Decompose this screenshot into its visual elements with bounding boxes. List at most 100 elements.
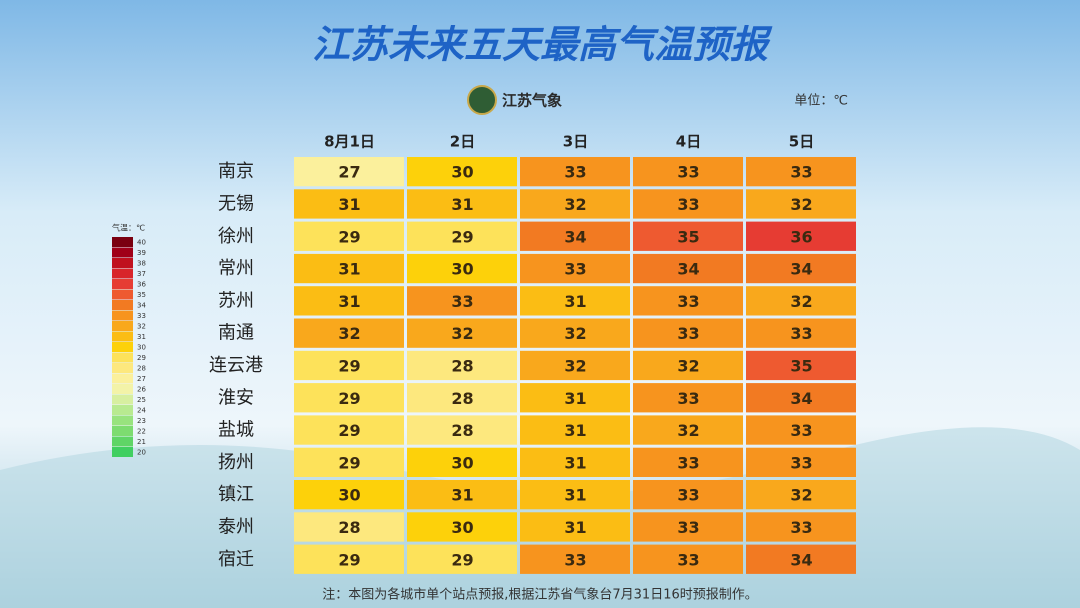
legend-swatch [112, 342, 133, 352]
legend-label: 40 [137, 238, 146, 246]
heat-cell [294, 318, 404, 348]
legend-swatch [112, 247, 133, 258]
cell-value: 33 [677, 389, 699, 408]
heat-cell [294, 544, 404, 574]
legend-label: 39 [137, 249, 146, 257]
cell-value: 36 [790, 227, 812, 246]
cell-value: 32 [677, 421, 699, 440]
cell-value: 31 [338, 195, 360, 214]
cell-value: 29 [338, 227, 360, 246]
heat-cell [633, 286, 743, 316]
legend-label: 25 [137, 396, 146, 404]
legend-label: 35 [137, 291, 146, 299]
heat-cell [520, 480, 630, 510]
cell-value: 33 [451, 292, 473, 311]
cell-value: 33 [790, 324, 812, 343]
cell-value: 34 [677, 260, 699, 279]
heat-cell [294, 350, 404, 381]
legend-swatch [112, 436, 133, 447]
cell-value: 28 [451, 421, 473, 440]
legend-label: 21 [137, 438, 146, 446]
legend-label: 31 [137, 333, 146, 341]
cell-value: 33 [564, 260, 586, 279]
footnote: 注：本图为各城市单个站点预报,根据江苏省气象台7月31日16时预报制作。 [322, 587, 758, 603]
heat-cell [746, 221, 856, 251]
heat-cell [294, 157, 404, 187]
heat-cell [294, 383, 404, 413]
legend-label: 23 [137, 417, 146, 425]
heat-cell [746, 189, 856, 219]
heat-cell [407, 286, 517, 316]
legend-swatch [112, 258, 133, 268]
cell-value: 34 [564, 227, 586, 246]
legend-label: 38 [137, 259, 146, 267]
legend-swatch [112, 447, 133, 457]
cell-value: 33 [677, 453, 699, 472]
cell-value: 33 [790, 421, 812, 440]
row-label: 镇江 [218, 484, 254, 505]
heat-cell [407, 415, 517, 445]
cell-value: 31 [564, 518, 586, 537]
cell-value: 32 [564, 324, 586, 343]
heat-cell [633, 157, 743, 187]
heat-cell [633, 512, 743, 542]
heat-cell [633, 480, 743, 510]
cell-value: 31 [564, 453, 586, 472]
cell-value: 32 [451, 324, 473, 343]
heat-cell [520, 415, 630, 445]
heat-cell [520, 286, 630, 316]
legend-swatch [112, 268, 133, 279]
heat-cell [746, 157, 856, 187]
cell-value: 32 [338, 324, 360, 343]
heat-cell [520, 253, 630, 284]
heat-cell [294, 512, 404, 542]
heat-cell [407, 157, 517, 187]
cell-value: 29 [451, 550, 473, 569]
row-label: 苏州 [218, 290, 254, 311]
legend-label: 36 [137, 280, 146, 288]
row-label: 连云港 [209, 355, 263, 376]
row-label: 泰州 [218, 516, 254, 537]
cell-value: 29 [338, 453, 360, 472]
legend-swatch [112, 405, 133, 415]
cell-value: 30 [338, 486, 360, 505]
heat-cell [633, 318, 743, 348]
cell-value: 29 [338, 550, 360, 569]
heat-cell [407, 447, 517, 477]
cell-value: 33 [790, 453, 812, 472]
column-label: 5日 [789, 133, 814, 151]
cell-value: 30 [451, 453, 473, 472]
heat-cell [294, 253, 404, 284]
cell-value: 28 [451, 356, 473, 375]
legend-label: 32 [137, 322, 146, 330]
cell-value: 34 [790, 389, 812, 408]
cell-value: 30 [451, 260, 473, 279]
cell-value: 31 [564, 486, 586, 505]
heat-cell [294, 480, 404, 510]
heat-cell [520, 221, 630, 251]
cell-value: 28 [338, 518, 360, 537]
heat-cell [407, 512, 517, 542]
legend-label: 33 [137, 312, 146, 320]
cell-value: 31 [338, 292, 360, 311]
cell-value: 33 [677, 292, 699, 311]
cell-value: 33 [677, 195, 699, 214]
heat-cell [520, 447, 630, 477]
row-label: 淮安 [218, 387, 254, 408]
column-label: 4日 [676, 133, 701, 151]
cell-value: 33 [790, 518, 812, 537]
heat-cell [633, 350, 743, 381]
cell-value: 34 [790, 260, 812, 279]
legend-swatch [112, 363, 133, 373]
legend-swatch [112, 289, 133, 300]
cell-value: 32 [677, 356, 699, 375]
column-label: 8月1日 [324, 133, 375, 151]
legend-swatch [112, 352, 133, 363]
heat-cell [407, 318, 517, 348]
heat-cell [407, 480, 517, 510]
legend-label: 34 [137, 301, 146, 309]
cell-value: 29 [338, 421, 360, 440]
cell-value: 31 [451, 195, 473, 214]
cell-value: 33 [677, 550, 699, 569]
